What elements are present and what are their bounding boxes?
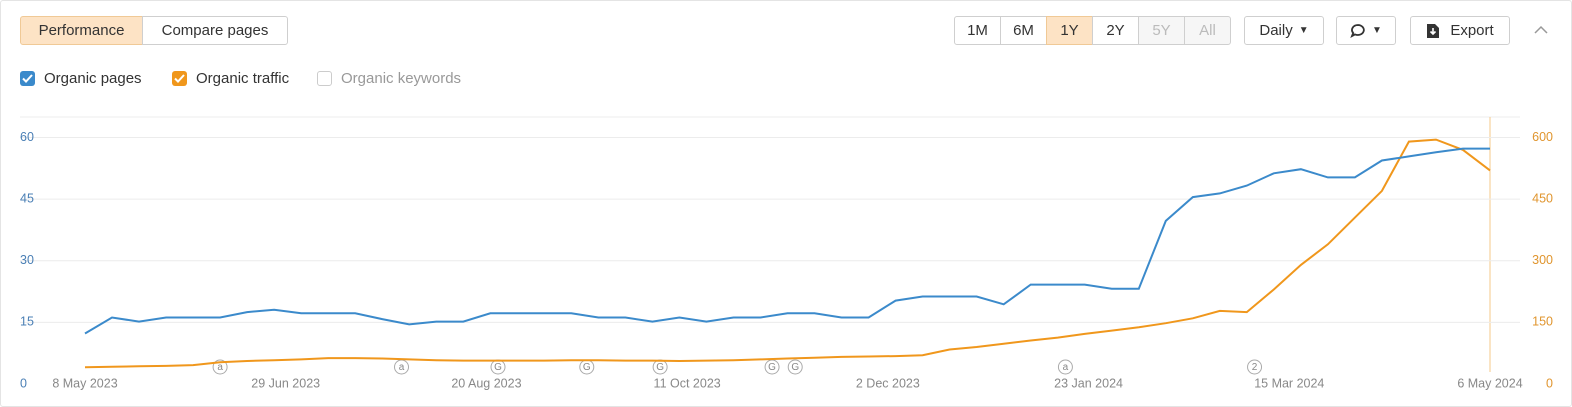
legend-label: Organic keywords — [341, 70, 462, 87]
x-tick-label: 8 May 2023 — [52, 376, 117, 390]
comment-icon — [1350, 23, 1365, 38]
annotation-label: 2 — [1252, 362, 1258, 373]
tab[interactable]: Compare pages — [142, 16, 288, 45]
annotation-label: G — [494, 362, 502, 373]
comment-dropdown[interactable]: ▼ — [1336, 16, 1396, 45]
series-line — [84, 138, 1491, 369]
legend-item[interactable]: Organic pages — [20, 70, 142, 87]
y-tick-label: 15 — [20, 315, 34, 329]
y-tick-label: 30 — [20, 253, 34, 267]
range-button[interactable]: 1M — [954, 16, 1001, 45]
export-label: Export — [1450, 22, 1494, 39]
x-tick-label: 29 Jun 2023 — [251, 376, 320, 390]
checkbox — [317, 71, 332, 86]
range-group: 1M 6M 1Y 2Y 5Y All — [954, 16, 1231, 45]
y2-tick-label: 300 — [1532, 253, 1553, 267]
checkbox — [20, 71, 35, 86]
y2-tick-label: 0 — [1546, 376, 1553, 390]
annotation-label: a — [1063, 362, 1069, 373]
legend-item[interactable]: Organic keywords — [317, 70, 461, 87]
annotation-label: G — [768, 362, 776, 373]
legend-item[interactable]: Organic traffic — [172, 70, 289, 87]
export-button[interactable]: Export — [1410, 16, 1510, 45]
annotation-marker — [787, 359, 803, 375]
series-line — [84, 147, 1490, 335]
annotation-label: G — [583, 362, 591, 373]
x-tick-label: 15 Mar 2024 — [1254, 376, 1324, 390]
caret: ▼ — [1372, 25, 1382, 36]
annotation-marker — [1247, 359, 1263, 375]
range-button[interactable]: All — [1184, 16, 1231, 45]
y2-tick-label: 150 — [1532, 315, 1553, 329]
legend-label: Organic traffic — [196, 70, 290, 87]
x-tick-label: 11 Oct 2023 — [654, 376, 721, 390]
x-tick-label: 23 Jan 2024 — [1054, 376, 1123, 390]
x-tick-label: 20 Aug 2023 — [451, 376, 521, 390]
tab[interactable]: Performance — [20, 16, 143, 45]
range-button[interactable]: 2Y — [1092, 16, 1139, 45]
x-tick-label: 6 May 2024 — [1457, 376, 1522, 390]
y-tick-label: 60 — [20, 130, 34, 144]
y-tick-label: 0 — [20, 376, 27, 390]
interval-dropdown[interactable]: Daily ▼ — [1244, 16, 1324, 45]
collapse-icon[interactable] — [1533, 24, 1549, 36]
annotation-label: G — [791, 362, 799, 373]
export-icon — [1427, 23, 1440, 38]
legend-label: Organic pages — [44, 70, 142, 87]
annotation-label: a — [399, 362, 405, 373]
y2-tick-label: 450 — [1532, 191, 1553, 205]
y2-tick-label: 600 — [1532, 130, 1553, 144]
annotation-label: G — [656, 362, 664, 373]
x-tick-label: 2 Dec 2023 — [856, 376, 920, 390]
checkbox — [172, 71, 187, 86]
y-tick-label: 45 — [20, 191, 34, 205]
interval-label: Daily — [1259, 22, 1293, 39]
annotation-label: a — [217, 362, 223, 373]
caret: ▼ — [1298, 25, 1309, 36]
tab-group: Performance Compare pages — [20, 16, 288, 45]
annotation-marker — [1057, 359, 1073, 375]
